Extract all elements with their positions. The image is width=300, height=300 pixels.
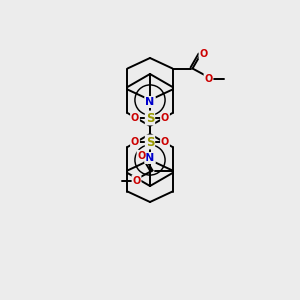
Text: O: O	[137, 151, 146, 160]
Text: O: O	[132, 176, 141, 185]
Text: N: N	[146, 97, 154, 107]
Text: O: O	[200, 49, 208, 58]
Text: O: O	[131, 113, 139, 123]
Text: O: O	[161, 137, 169, 147]
Text: O: O	[161, 113, 169, 123]
Text: N: N	[146, 153, 154, 163]
Text: N: N	[146, 153, 154, 163]
Text: S: S	[146, 136, 154, 148]
Text: O: O	[131, 137, 139, 147]
Text: O: O	[204, 74, 213, 83]
Text: S: S	[146, 112, 154, 124]
Text: N: N	[146, 97, 154, 107]
